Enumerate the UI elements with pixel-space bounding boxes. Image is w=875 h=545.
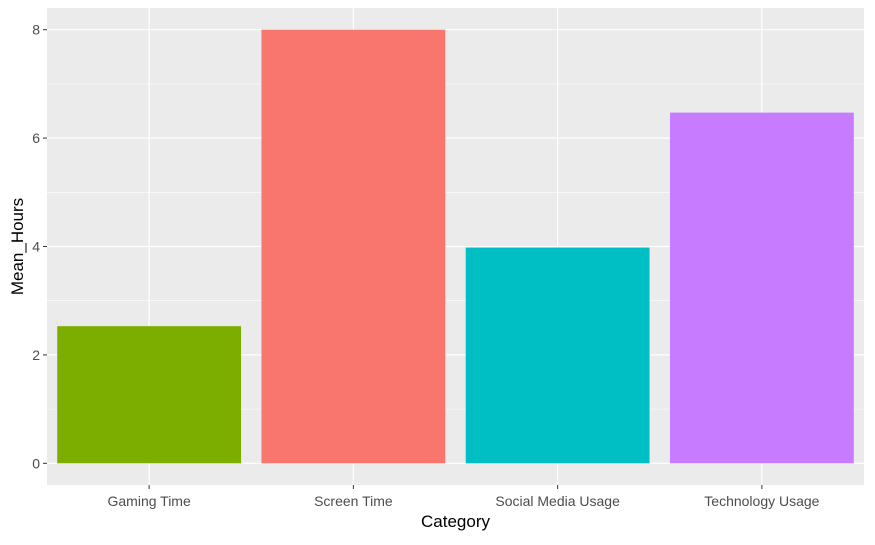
y-tick-label: 6	[32, 130, 40, 146]
x-axis-title: Category	[421, 512, 490, 531]
y-tick-label: 0	[32, 455, 40, 471]
x-axis-ticks: Gaming Time Screen Time Social Media Usage…	[108, 485, 820, 509]
bar-screen-time	[261, 29, 446, 464]
x-tick-label: Social Media Usage	[495, 493, 620, 509]
y-axis-ticks: 0 2 4 6 8	[32, 22, 47, 471]
x-tick-label: Screen Time	[314, 493, 393, 509]
bar-technology-usage	[669, 112, 854, 464]
y-tick-label: 8	[32, 22, 40, 38]
bar-gaming-time	[57, 326, 242, 464]
bars	[57, 29, 854, 464]
y-tick-label: 4	[32, 239, 40, 255]
x-tick-label: Gaming Time	[108, 493, 191, 509]
bar-social-media-usage	[465, 247, 650, 464]
y-axis-title: Mean_Hours	[8, 198, 27, 295]
y-tick-label: 2	[32, 347, 40, 363]
x-tick-label: Technology Usage	[704, 493, 819, 509]
